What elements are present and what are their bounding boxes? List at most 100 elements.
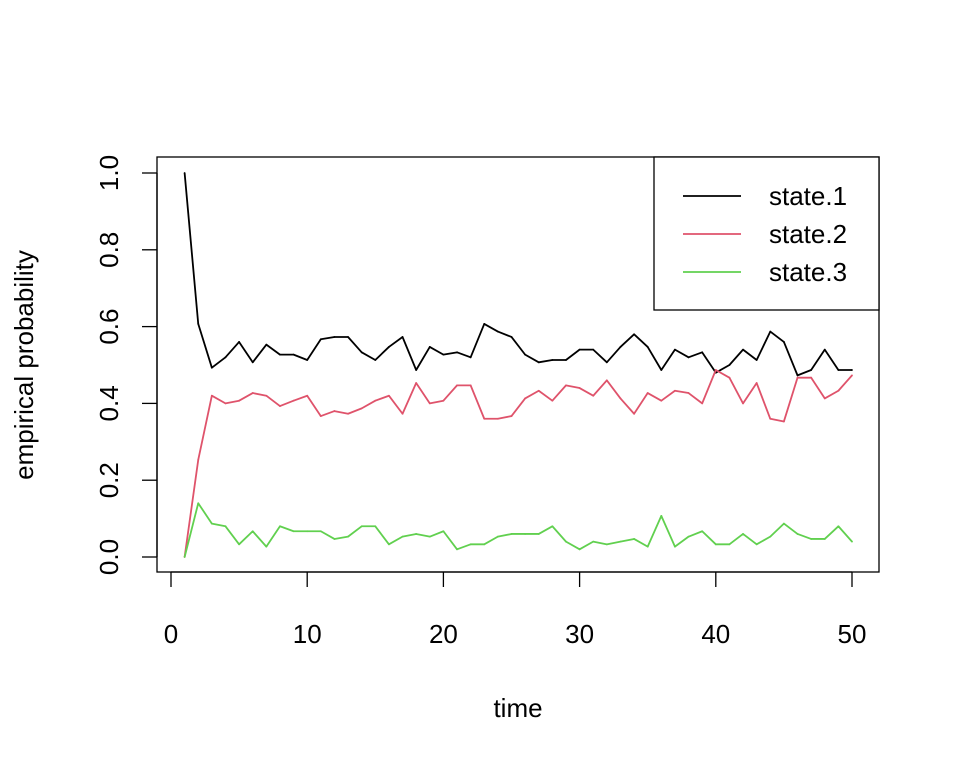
legend: state.1 state.2 state.3 <box>653 156 880 311</box>
data-point-state-3 <box>810 538 813 540</box>
data-point-state-1 <box>428 346 431 348</box>
data-point-state-3 <box>592 540 595 543</box>
data-point-state-1 <box>306 359 309 361</box>
data-point-state-3 <box>333 538 336 540</box>
data-point-state-3 <box>701 530 704 533</box>
data-point-state-1 <box>565 359 567 361</box>
data-point-state-3 <box>633 538 635 540</box>
data-point-state-1 <box>279 353 281 356</box>
data-point-state-3 <box>687 535 690 538</box>
data-point-state-2 <box>701 402 704 405</box>
data-point-state-1 <box>510 336 513 338</box>
data-point-state-3 <box>646 545 649 548</box>
data-point-state-1 <box>496 330 499 333</box>
data-point-state-2 <box>619 397 622 400</box>
data-point-state-3 <box>265 545 268 548</box>
data-point-state-1 <box>183 172 186 174</box>
data-point-state-3 <box>183 556 186 558</box>
x-tick-label: 20 <box>429 619 458 649</box>
data-point-state-1 <box>687 356 690 359</box>
x-tick-label: 0 <box>164 619 178 649</box>
data-point-state-1 <box>796 374 799 377</box>
y-tick-label: 0.8 <box>94 232 124 268</box>
data-point-state-1 <box>660 369 663 371</box>
data-point-state-1 <box>319 338 322 341</box>
data-point-state-3 <box>537 533 540 535</box>
data-point-state-3 <box>728 543 731 546</box>
data-point-state-1 <box>265 343 268 346</box>
data-point-state-3 <box>524 533 527 535</box>
data-point-state-3 <box>605 543 608 546</box>
data-point-state-3 <box>306 530 309 533</box>
data-point-state-2 <box>551 399 554 402</box>
data-point-state-2 <box>755 382 758 384</box>
data-point-state-1 <box>769 330 772 333</box>
x-tick-label: 50 <box>838 619 867 649</box>
data-point-state-2 <box>456 384 458 387</box>
data-point-state-2 <box>851 374 853 377</box>
data-point-state-3 <box>292 530 295 533</box>
data-point-state-2 <box>360 407 363 410</box>
data-point-state-2 <box>319 415 322 417</box>
x-tick-label: 10 <box>293 619 322 649</box>
data-point-state-3 <box>823 538 826 540</box>
data-point-state-2 <box>197 458 200 461</box>
data-point-state-3 <box>483 543 486 546</box>
data-point-state-2 <box>633 412 635 415</box>
data-point-state-2 <box>578 387 581 389</box>
data-point-state-3 <box>319 530 322 533</box>
data-point-state-1 <box>292 353 295 356</box>
data-point-state-1 <box>592 348 595 351</box>
y-tick-label: 0.6 <box>94 309 124 345</box>
data-point-state-1 <box>537 361 540 364</box>
legend-label-state-2: state.2 <box>769 219 847 249</box>
data-point-state-2 <box>306 394 309 397</box>
data-point-state-3 <box>388 543 390 546</box>
series-line-state-2 <box>183 369 853 558</box>
data-point-state-2 <box>469 384 472 387</box>
data-point-state-2 <box>496 417 499 420</box>
data-point-state-2 <box>347 412 349 415</box>
data-point-state-2 <box>238 399 241 402</box>
data-point-state-3 <box>755 543 758 546</box>
series-state-1 <box>183 172 853 377</box>
data-point-state-3 <box>496 535 499 538</box>
data-point-state-3 <box>851 540 853 543</box>
data-point-state-2 <box>714 369 717 371</box>
data-point-state-3 <box>551 525 554 528</box>
y-tick-label: 0.4 <box>94 385 124 421</box>
data-point-state-1 <box>633 333 635 336</box>
data-point-state-1 <box>742 348 744 351</box>
data-point-state-3 <box>660 515 663 517</box>
data-point-state-3 <box>224 525 227 528</box>
data-point-state-1 <box>810 369 813 371</box>
y-tick-label: 1.0 <box>94 155 124 191</box>
data-point-state-3 <box>714 543 717 546</box>
data-point-state-1 <box>360 351 363 354</box>
x-axis: 0 10 20 30 40 50 <box>164 571 867 649</box>
data-point-state-2 <box>837 389 840 392</box>
data-point-state-2 <box>646 392 649 394</box>
data-point-state-3 <box>251 530 254 533</box>
data-point-state-2 <box>442 399 445 402</box>
data-point-state-2 <box>687 392 690 394</box>
series-lines <box>183 172 853 558</box>
data-point-state-2 <box>401 412 404 415</box>
data-point-state-3 <box>442 530 445 533</box>
data-point-state-2 <box>674 389 676 392</box>
data-point-state-3 <box>769 535 772 538</box>
data-point-state-3 <box>674 545 676 548</box>
data-point-state-3 <box>279 525 281 528</box>
data-point-state-2 <box>592 394 595 397</box>
x-axis-label: time <box>493 693 542 723</box>
data-point-state-2 <box>265 394 268 397</box>
data-point-state-2 <box>279 405 281 407</box>
data-point-state-1 <box>701 351 704 354</box>
data-point-state-1 <box>210 366 213 369</box>
y-axis-label: empirical probability <box>9 250 39 480</box>
data-point-state-3 <box>456 548 458 551</box>
data-point-state-2 <box>783 420 785 423</box>
series-line-state-3 <box>183 502 853 558</box>
data-point-state-2 <box>742 402 744 405</box>
